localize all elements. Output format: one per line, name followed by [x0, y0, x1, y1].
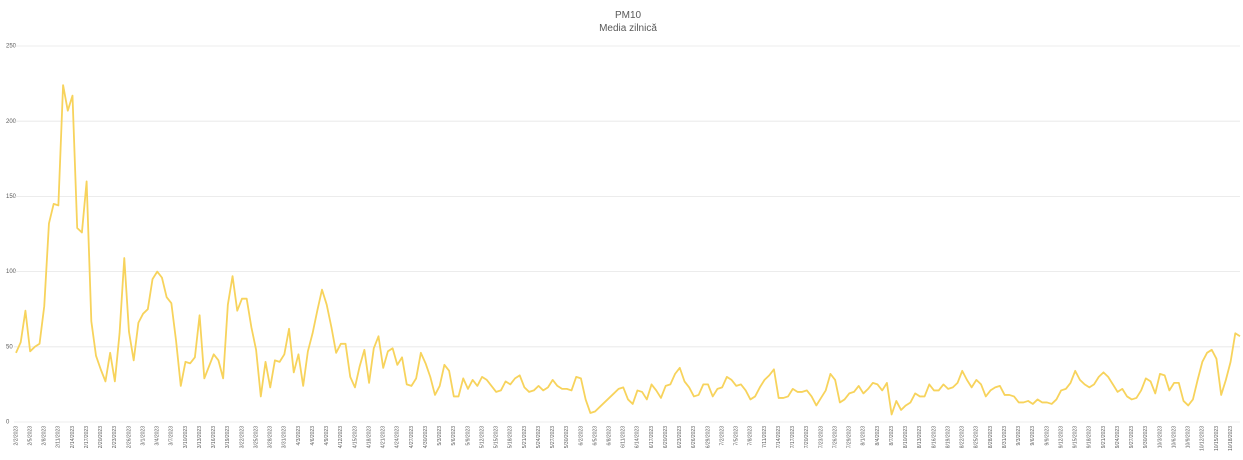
x-tick-label: 7/20/2023: [804, 426, 810, 448]
x-tick-label: 8/31/2023: [1002, 426, 1008, 448]
y-tick-label: 100: [6, 269, 17, 275]
x-tick-label: 10/12/2023: [1200, 426, 1206, 451]
x-tick-label: 8/25/2023: [974, 426, 980, 448]
x-tick-label: 7/11/2023: [762, 426, 768, 448]
x-tick-label: 5/27/2023: [550, 426, 556, 448]
y-tick-label: 200: [6, 119, 17, 125]
y-tick-label: 150: [6, 194, 17, 200]
x-tick-label: 8/7/2023: [889, 426, 895, 446]
x-tick-label: 2/20/2023: [98, 426, 104, 448]
x-tick-label: 10/9/2023: [1186, 426, 1192, 448]
x-tick-label: 5/18/2023: [508, 426, 514, 448]
x-tick-label: 8/1/2023: [861, 426, 867, 446]
x-tick-label: 3/28/2023: [268, 426, 274, 448]
x-tick-label: 4/9/2023: [324, 426, 330, 446]
x-tick-label: 9/9/2023: [1044, 426, 1050, 446]
y-tick-label: 50: [6, 344, 13, 350]
x-tick-label: 7/26/2023: [832, 426, 838, 448]
x-tick-label: 2/26/2023: [126, 426, 132, 448]
x-tick-label: 2/8/2023: [42, 426, 48, 446]
chart-title: PM10: [615, 10, 642, 21]
x-tick-label: 3/22/2023: [239, 426, 245, 448]
x-tick-label: 8/13/2023: [917, 426, 923, 448]
x-tick-label: 3/16/2023: [211, 426, 217, 448]
x-tick-label: 9/24/2023: [1115, 426, 1121, 448]
x-tick-label: 9/6/2023: [1030, 426, 1036, 446]
x-tick-label: 10/15/2023: [1214, 426, 1220, 451]
x-tick-label: 5/9/2023: [465, 426, 471, 446]
x-tick-label: 8/16/2023: [931, 426, 937, 448]
x-tick-label: 2/5/2023: [27, 426, 33, 446]
x-tick-label: 5/6/2023: [451, 426, 457, 446]
x-tick-label: 7/23/2023: [818, 426, 824, 448]
x-tick-label: 9/27/2023: [1129, 426, 1135, 448]
x-tick-label: 5/15/2023: [494, 426, 500, 448]
x-tick-label: 5/3/2023: [437, 426, 443, 446]
x-tick-label: 4/30/2023: [423, 426, 429, 448]
x-tick-label: 9/15/2023: [1073, 426, 1079, 448]
x-tick-label: 3/13/2023: [197, 426, 203, 448]
x-tick-label: 4/18/2023: [366, 426, 372, 448]
x-tick-label: 8/19/2023: [945, 426, 951, 448]
x-tick-label: 9/21/2023: [1101, 426, 1107, 448]
x-tick-label: 4/6/2023: [310, 426, 316, 446]
x-tick-label: 5/30/2023: [564, 426, 570, 448]
x-tick-label: 3/25/2023: [253, 426, 259, 448]
x-tick-label: 6/11/2023: [621, 426, 627, 448]
x-tick-label: 6/29/2023: [705, 426, 711, 448]
x-tick-label: 9/12/2023: [1058, 426, 1064, 448]
x-tick-label: 7/17/2023: [790, 426, 796, 448]
x-tick-label: 5/12/2023: [479, 426, 485, 448]
y-tick-label: 250: [6, 44, 17, 50]
x-tick-label: 10/3/2023: [1157, 426, 1163, 448]
x-tick-label: 3/7/2023: [169, 426, 175, 446]
x-tick-label: 4/27/2023: [409, 426, 415, 448]
x-tick-label: 9/3/2023: [1016, 426, 1022, 446]
x-tick-label: 2/14/2023: [70, 426, 76, 448]
x-tick-label: 6/23/2023: [677, 426, 683, 448]
data-line: [15, 84, 1241, 416]
x-tick-label: 8/22/2023: [960, 426, 966, 448]
x-tick-label: 10/6/2023: [1171, 426, 1177, 448]
x-tick-label: 5/24/2023: [536, 426, 542, 448]
x-tick-label: 2/23/2023: [112, 426, 118, 448]
x-tick-label: 6/8/2023: [606, 426, 612, 446]
x-tick-label: 8/4/2023: [875, 426, 881, 446]
x-tick-label: 8/10/2023: [903, 426, 909, 448]
x-tick-label: 3/31/2023: [282, 426, 288, 448]
x-tick-label: 2/17/2023: [84, 426, 90, 448]
y-tick-label: 0: [6, 420, 10, 426]
x-tick-label: 6/17/2023: [649, 426, 655, 448]
x-tick-label: 3/4/2023: [155, 426, 161, 446]
x-tick-label: 7/29/2023: [847, 426, 853, 448]
x-tick-label: 5/21/2023: [522, 426, 528, 448]
x-tick-label: 9/30/2023: [1143, 426, 1149, 448]
x-tick-label: 6/14/2023: [635, 426, 641, 448]
x-tick-label: 8/28/2023: [988, 426, 994, 448]
x-tick-label: 7/5/2023: [734, 426, 740, 446]
x-tick-label: 4/15/2023: [352, 426, 358, 448]
x-tick-label: 3/19/2023: [225, 426, 231, 448]
x-tick-label: 6/20/2023: [663, 426, 669, 448]
x-tick-label: 10/18/2023: [1228, 426, 1234, 451]
x-tick-label: 4/12/2023: [338, 426, 344, 448]
x-tick-label: 6/2/2023: [578, 426, 584, 446]
x-tick-label: 3/10/2023: [183, 426, 189, 448]
x-tick-label: 4/3/2023: [296, 426, 302, 446]
x-tick-label: 2/11/2023: [56, 426, 62, 448]
x-tick-label: 2/2/2023: [13, 426, 19, 446]
x-tick-label: 7/2/2023: [719, 426, 725, 446]
x-tick-label: 6/5/2023: [592, 426, 598, 446]
x-tick-label: 9/18/2023: [1087, 426, 1093, 448]
x-tick-label: 3/1/2023: [140, 426, 146, 446]
x-tick-label: 4/24/2023: [395, 426, 401, 448]
x-tick-label: 7/8/2023: [748, 426, 754, 446]
x-tick-label: 6/26/2023: [691, 426, 697, 448]
chart-subtitle: Media zilnică: [599, 23, 657, 34]
x-tick-label: 7/14/2023: [776, 426, 782, 448]
x-tick-label: 4/21/2023: [381, 426, 387, 448]
